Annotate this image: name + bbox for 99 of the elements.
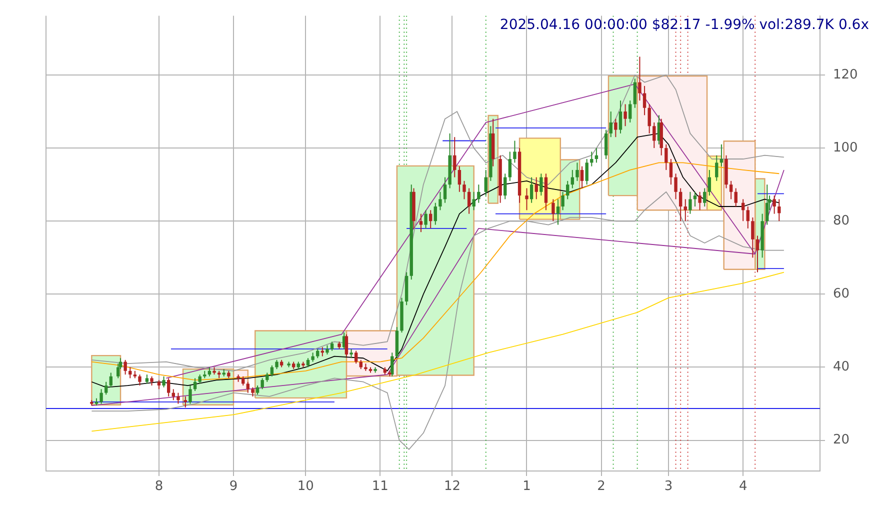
candlestick bbox=[715, 154, 718, 182]
candlestick bbox=[100, 388, 103, 404]
candlestick bbox=[534, 176, 538, 200]
candlestick bbox=[266, 372, 269, 382]
candlestick bbox=[652, 122, 656, 149]
candlestick bbox=[184, 396, 188, 408]
candlestick bbox=[756, 235, 760, 273]
candlestick bbox=[778, 198, 781, 222]
x-tick-label: 12 bbox=[444, 479, 461, 494]
candlestick bbox=[145, 374, 149, 384]
y-tick-label: 20 bbox=[833, 432, 850, 448]
candlestick bbox=[242, 376, 245, 386]
candlestick bbox=[698, 191, 702, 211]
candlestick bbox=[566, 180, 570, 200]
candlestick bbox=[311, 352, 314, 362]
candlestick bbox=[434, 202, 438, 226]
x-tick-label: 3 bbox=[664, 479, 673, 494]
candlestick bbox=[306, 358, 310, 368]
candlestick bbox=[624, 104, 627, 127]
candlestick bbox=[330, 341, 334, 352]
y-tick-label: 60 bbox=[833, 286, 850, 302]
candlestick bbox=[275, 359, 278, 370]
candlestick bbox=[688, 191, 692, 214]
candlestick bbox=[614, 118, 618, 138]
x-tick-label: 9 bbox=[229, 479, 238, 494]
candlestick bbox=[504, 173, 507, 200]
candlestick bbox=[540, 173, 543, 196]
candlestick bbox=[703, 188, 706, 207]
candlestick bbox=[188, 385, 192, 404]
candlestick bbox=[751, 216, 754, 258]
candlestick bbox=[556, 198, 560, 226]
candlestick bbox=[166, 378, 170, 397]
candlestick bbox=[270, 364, 274, 377]
candlestick bbox=[462, 180, 466, 200]
candlestick bbox=[104, 381, 108, 396]
candlestick bbox=[109, 372, 112, 388]
candlestick bbox=[642, 85, 646, 116]
candlestick bbox=[508, 151, 512, 182]
candlestick bbox=[354, 350, 358, 364]
candlestick bbox=[772, 195, 776, 214]
candlestick bbox=[150, 376, 154, 386]
candlestick bbox=[669, 158, 673, 186]
candlestick bbox=[530, 176, 534, 204]
candlestick bbox=[138, 374, 142, 386]
candlestick bbox=[256, 385, 260, 396]
chart-title: 2025.04.16 00:00:00 $82.17 -1.99% vol:289.7K 0.6x bbox=[500, 17, 869, 33]
candlestick bbox=[472, 191, 476, 211]
candlestick bbox=[580, 166, 584, 189]
candlestick bbox=[604, 129, 608, 160]
candlestick bbox=[467, 188, 471, 214]
candlestick bbox=[419, 213, 423, 233]
candlestick bbox=[585, 158, 588, 186]
candlestick bbox=[576, 162, 579, 182]
candlestick bbox=[438, 191, 442, 211]
candlestick bbox=[633, 78, 637, 108]
candlestick bbox=[246, 381, 250, 394]
x-tick-label: 8 bbox=[154, 479, 164, 494]
candlestick bbox=[458, 166, 462, 192]
candlestick bbox=[316, 348, 320, 359]
candlestick bbox=[746, 206, 750, 229]
candlestick bbox=[513, 140, 516, 164]
candlestick bbox=[424, 210, 428, 229]
candlestick bbox=[552, 198, 555, 222]
candlestick bbox=[678, 188, 682, 222]
x-tick-label: 2 bbox=[597, 479, 606, 494]
x-tick-label: 10 bbox=[297, 479, 314, 494]
candlestick bbox=[198, 374, 202, 384]
candlestick bbox=[477, 184, 480, 204]
candlestick bbox=[734, 188, 738, 207]
y-tick-label: 120 bbox=[833, 67, 858, 82]
candlestick bbox=[561, 191, 564, 211]
y-tick-label: 80 bbox=[833, 213, 850, 228]
candlestick bbox=[525, 188, 528, 211]
candlestick bbox=[618, 100, 622, 134]
candlestick bbox=[443, 176, 447, 204]
y-tick-label: 40 bbox=[833, 360, 850, 375]
candlestick bbox=[350, 348, 353, 359]
x-tick-label: 4 bbox=[738, 479, 748, 494]
candlestick bbox=[648, 104, 651, 134]
candlestick bbox=[638, 56, 642, 102]
candlestick bbox=[344, 334, 348, 357]
candlestick bbox=[708, 169, 712, 196]
candlestick bbox=[766, 184, 769, 226]
candlestick bbox=[251, 386, 254, 397]
candlestick bbox=[664, 144, 668, 170]
candlestick bbox=[729, 180, 733, 200]
candlestick bbox=[176, 392, 180, 404]
candlestick bbox=[674, 173, 678, 200]
y-tick-label: 100 bbox=[833, 140, 858, 156]
x-tick-label: 1 bbox=[522, 479, 531, 494]
candlestick bbox=[162, 376, 166, 388]
candlestick bbox=[124, 359, 127, 376]
candlestick bbox=[326, 344, 329, 355]
candlestick bbox=[260, 378, 264, 390]
candlestick bbox=[609, 111, 612, 138]
candlestick bbox=[484, 169, 488, 196]
x-tick-label: 11 bbox=[372, 479, 388, 494]
candlestick bbox=[628, 100, 632, 123]
candlestick bbox=[453, 136, 456, 178]
